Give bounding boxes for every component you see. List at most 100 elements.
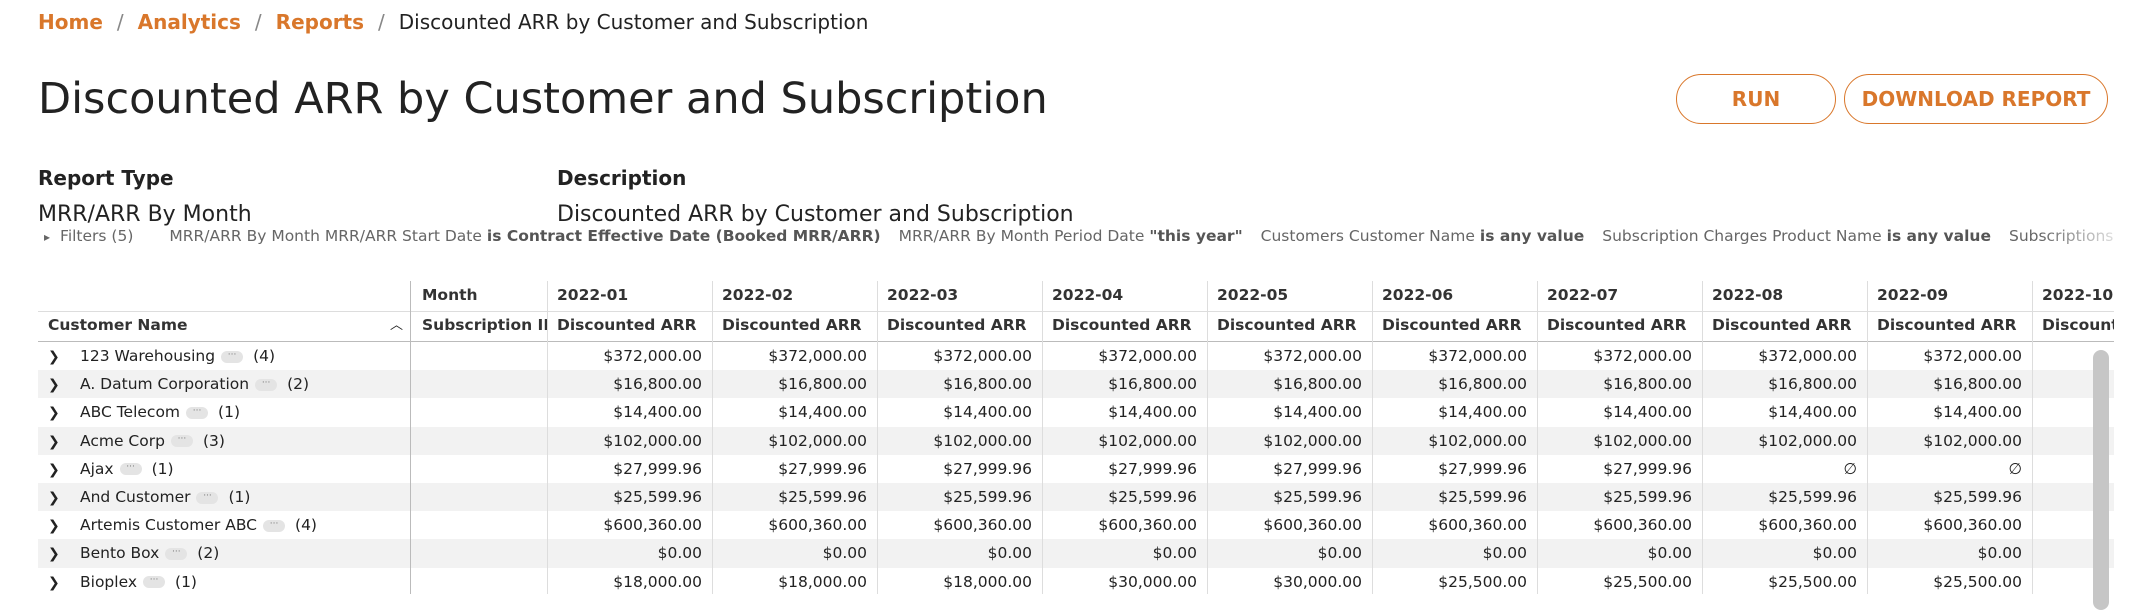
filter-item: Subscription Charges Product Name is any … [1602, 227, 1991, 245]
arr-cell: $600,360.00 [933, 516, 1032, 535]
arr-cell: $600,360.00 [1758, 516, 1857, 535]
fade [2040, 222, 2134, 252]
filters-toggle[interactable]: ▸ Filters (5) [44, 227, 133, 245]
customer-name: Artemis Customer ABC [80, 516, 258, 535]
month-header: 2022-01 [557, 286, 629, 304]
arr-cell: $16,800.00 [1438, 375, 1527, 394]
arr-cell: $25,599.96 [1933, 488, 2022, 506]
arr-cell: $16,800.00 [1603, 375, 1692, 394]
customer-cell: ❯ 123 Warehousing ··· (4) [38, 342, 410, 371]
column-divider [1537, 281, 1538, 594]
column-divider [877, 281, 878, 594]
arr-cell: $18,000.00 [613, 572, 702, 591]
more-icon[interactable]: ··· [143, 576, 166, 589]
customer-name: Acme Corp [80, 431, 165, 450]
arr-cell: $0.00 [1647, 544, 1692, 563]
scrollbar[interactable] [2093, 350, 2109, 610]
expand-icon[interactable]: ❯ [48, 377, 60, 394]
more-icon[interactable]: ··· [221, 350, 244, 363]
arr-cell: $14,400.00 [613, 403, 702, 422]
arr-cell: $102,000.00 [1263, 431, 1362, 450]
breadcrumb-link[interactable]: Home [38, 10, 103, 34]
customer-name: Bento Box [80, 544, 160, 563]
arr-cell: $27,999.96 [1438, 459, 1527, 478]
row-header: Customer Name [48, 316, 188, 334]
arr-cell: $30,000.00 [1273, 572, 1362, 591]
filter-condition: "this year" [1149, 227, 1243, 245]
arr-cell: $372,000.00 [1098, 347, 1197, 365]
expand-icon[interactable]: ❯ [48, 461, 60, 478]
expand-icon[interactable]: ❯ [48, 349, 60, 365]
arr-cell: $16,800.00 [1933, 375, 2022, 394]
run-button[interactable]: RUN [1676, 74, 1836, 124]
arr-cell: $25,599.96 [1768, 488, 1857, 506]
breadcrumb-link[interactable]: Analytics [137, 10, 241, 34]
sort-icon[interactable]: ︿ [390, 318, 404, 333]
page: Home / Analytics / Reports / Discounted ARR by… [38, 10, 2134, 610]
customer-cell: ❯ ABC Telecom ··· (1) [38, 398, 410, 427]
arr-cell: $0.00 [1482, 544, 1527, 563]
expand-icon[interactable]: ❯ [48, 405, 60, 422]
more-icon[interactable]: ··· [119, 463, 142, 476]
arr-cell: $25,500.00 [1933, 572, 2022, 591]
customer-name: And Customer [80, 488, 191, 506]
expand-icon[interactable]: ❯ [48, 546, 60, 563]
more-icon[interactable]: ··· [263, 519, 286, 532]
row-background [38, 370, 2114, 399]
expand-icon[interactable]: ❯ [48, 490, 60, 506]
customer-name: A. Datum Corporation [80, 375, 250, 394]
measure-header: Discounted ARR [557, 316, 697, 334]
arr-cell: $27,999.96 [943, 459, 1032, 478]
column-divider [1372, 281, 1373, 594]
arr-cell: $25,599.96 [778, 488, 867, 506]
arr-cell: $102,000.00 [933, 431, 1032, 450]
more-icon[interactable]: ··· [186, 406, 209, 419]
month-header: 2022-06 [1382, 286, 1454, 304]
measure-header: Discounted ARR [1382, 316, 1522, 334]
customer-cell: ❯ And Customer ··· (1) [38, 483, 410, 512]
arr-cell: $14,400.00 [1108, 403, 1197, 422]
arr-cell: $18,000.00 [943, 572, 1032, 591]
arr-cell: $14,400.00 [1933, 403, 2022, 422]
arr-cell: $25,500.00 [1768, 572, 1857, 591]
filter-field: Subscription Charges Product Name [1602, 227, 1882, 245]
arr-cell: $600,360.00 [1923, 516, 2022, 535]
filter-condition: is any value [1479, 227, 1585, 245]
column-divider [1042, 281, 1043, 594]
description-value: Discounted ARR by Customer and Subscript… [557, 202, 1074, 227]
breadcrumb: Home / Analytics / Reports / Discounted ARR by… [38, 10, 868, 34]
download-button[interactable]: DOWNLOAD REPORT [1844, 74, 2108, 124]
filter-field: MRR/ARR By Month Period Date [898, 227, 1145, 245]
arr-cell: $372,000.00 [1923, 347, 2022, 365]
customer-cell: ❯ Bento Box ··· (2) [38, 539, 410, 568]
row-count: (1) [151, 459, 174, 478]
breadcrumb-current: Discounted ARR by Customer and Subscript… [398, 10, 869, 34]
expand-icon[interactable]: ❯ [48, 574, 60, 591]
more-icon[interactable]: ··· [170, 435, 193, 448]
measure-header: Discounted ARR [1877, 316, 2017, 334]
expand-icon[interactable]: ❯ [48, 518, 60, 535]
column-divider [2032, 281, 2033, 594]
arr-cell: $27,999.96 [613, 459, 702, 478]
more-icon[interactable]: ··· [255, 378, 278, 391]
arr-cell: $14,400.00 [943, 403, 1032, 422]
measure-header: Discounted ARR [2042, 316, 2114, 334]
filter-item: MRR/ARR By Month Period Date "this year" [899, 227, 1243, 245]
arr-cell: $27,999.96 [1108, 459, 1197, 478]
row-count: (4) [253, 347, 276, 365]
more-icon[interactable]: ··· [165, 547, 188, 560]
arr-cell: $102,000.00 [1593, 431, 1692, 450]
row-count: (1) [175, 572, 197, 591]
more-icon[interactable]: ··· [196, 491, 219, 504]
breadcrumb-separator: / [378, 10, 385, 34]
arr-cell: $372,000.00 [1758, 347, 1857, 365]
expand-icon[interactable]: ❯ [48, 433, 60, 450]
arr-cell: $14,400.00 [1438, 403, 1527, 422]
breadcrumb-separator: / [254, 10, 262, 34]
arr-cell: $25,599.96 [1273, 488, 1362, 506]
arr-cell: $16,800.00 [943, 375, 1032, 394]
arr-cell: $372,000.00 [1593, 347, 1692, 365]
row-background [38, 539, 2114, 568]
breadcrumb-link[interactable]: Reports [275, 10, 365, 34]
arr-cell: $16,800.00 [613, 375, 702, 394]
